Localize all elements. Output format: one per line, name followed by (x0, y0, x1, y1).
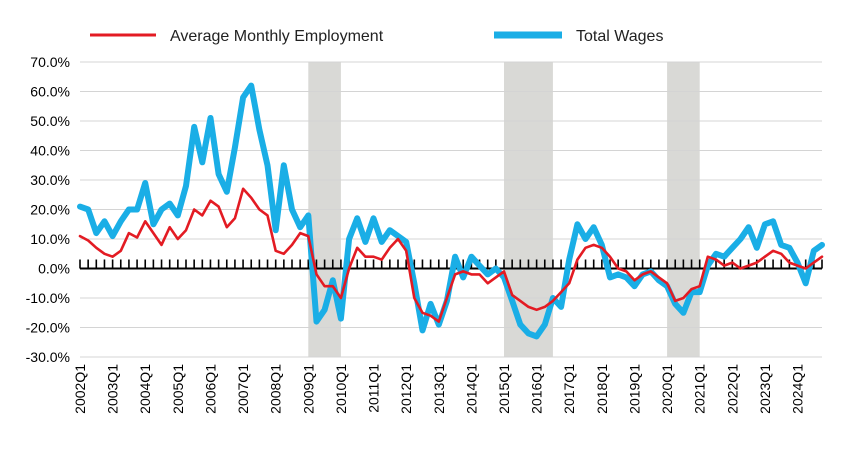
y-tick-label: 40.0% (30, 143, 70, 159)
x-tick-label: 2011Q1 (366, 364, 382, 413)
x-tick-label: 2010Q1 (333, 364, 349, 414)
y-tick-label: 10.0% (30, 231, 70, 247)
x-tick-label: 2002Q1 (72, 364, 88, 414)
x-tick-label: 2019Q1 (626, 364, 642, 414)
x-tick-label: 2007Q1 (235, 364, 251, 414)
series-line-total-wages (77, 82, 825, 340)
x-axis-ticks: 2002Q1 2003Q1 2004Q1 2005Q1 2006Q1 2007Q1 2008… (72, 364, 806, 414)
x-tick-label: 2012Q1 (398, 364, 414, 414)
x-tick-label: 2020Q1 (659, 364, 675, 414)
y-tick-label: -20.0% (26, 320, 70, 336)
y-tick-label: 50.0% (30, 113, 70, 129)
y-tick-label: -10.0% (26, 290, 70, 306)
legend-employment-label: Average Monthly Employment (170, 28, 384, 45)
x-tick-label: 2006Q1 (202, 364, 218, 414)
x-tick-label: 2023Q1 (757, 364, 773, 414)
x-tick-label: 2018Q1 (594, 364, 610, 414)
x-tick-label: 2003Q1 (105, 364, 121, 414)
gridlines (80, 61, 822, 358)
x-tick-label: 2013Q1 (431, 364, 447, 414)
y-tick-label: 20.0% (30, 202, 70, 218)
x-tick-label: 2021Q1 (692, 364, 708, 414)
x-tick-label: 2005Q1 (170, 364, 186, 414)
x-tick-label: 2024Q1 (790, 364, 806, 414)
x-tick-label: 2017Q1 (561, 364, 577, 414)
legend: Average Monthly Employment Total Wages (90, 28, 663, 45)
x-tick-label: 2014Q1 (463, 364, 479, 414)
legend-wages-label: Total Wages (576, 28, 663, 45)
series-line-average-monthly-employment (78, 187, 824, 323)
x-tick-label: 2009Q1 (300, 364, 316, 414)
y-tick-label: 70.0% (30, 54, 70, 70)
y-tick-label: 30.0% (30, 172, 70, 188)
y-tick-label: -30.0% (26, 349, 70, 365)
y-tick-label: 0.0% (38, 261, 70, 277)
x-tick-label: 2015Q1 (496, 364, 512, 414)
x-tick-label: 2004Q1 (137, 364, 153, 414)
x-tick-label: 2022Q1 (724, 364, 740, 414)
y-tick-label: 60.0% (30, 84, 70, 100)
series-lines (77, 82, 825, 340)
y-axis-ticks: 70.0% 60.0% 50.0% 40.0% 30.0% 20.0% 10.0% 0.0% -… (26, 54, 70, 365)
x-tick-label: 2008Q1 (268, 364, 284, 414)
x-tick-label: 2016Q1 (529, 364, 545, 414)
